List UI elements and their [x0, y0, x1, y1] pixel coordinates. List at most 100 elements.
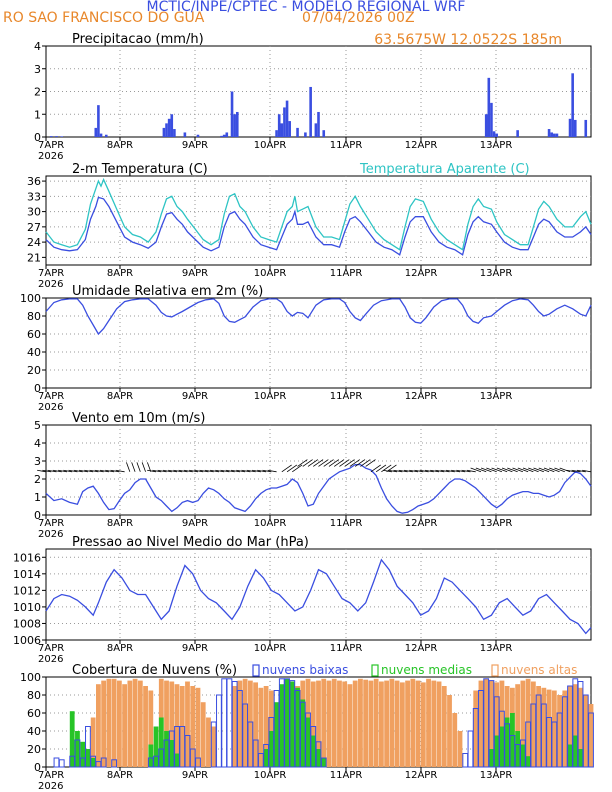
wind-arrow	[230, 469, 240, 473]
x-tick-label: 10APR	[254, 518, 287, 529]
wind-arrow	[522, 467, 534, 473]
cloud-bar-orange	[258, 687, 264, 767]
x-tick-label: 7APR	[38, 643, 64, 654]
legend-swatch	[371, 664, 379, 677]
cloud-bar-green	[174, 753, 180, 767]
wind-arrow	[78, 469, 88, 473]
precip-bar	[317, 111, 320, 137]
wind-arrow	[286, 464, 298, 473]
precip-bar	[230, 91, 234, 137]
y-tick-label: 2	[34, 86, 41, 99]
precip-bar	[555, 133, 559, 137]
precip-bar	[173, 129, 176, 137]
wind-arrow	[386, 464, 397, 473]
cloud-bar-green	[295, 687, 300, 767]
x-tick-label: 13APR	[480, 518, 513, 529]
precip-bar	[94, 127, 98, 137]
wind-arrow	[456, 469, 466, 473]
wind-arrow	[162, 469, 172, 473]
x-tick-label: 8APR	[107, 140, 133, 151]
wind-arrow	[501, 467, 513, 473]
wind-arrow	[491, 467, 503, 473]
cloud-bar-orange	[415, 680, 421, 767]
cloud-bar-green	[164, 731, 169, 767]
precip-bar	[490, 102, 493, 137]
wind-arrow	[528, 467, 539, 473]
series-line-cyan	[45, 177, 592, 251]
precip-bar	[568, 118, 572, 137]
wind-arrow	[382, 469, 392, 473]
cloud-bar-orange	[551, 690, 557, 767]
x-axis-year: 2026	[38, 529, 63, 540]
precip-bar	[584, 119, 588, 137]
cloud-bar-blue	[226, 678, 233, 768]
panel-1	[42, 45, 592, 141]
x-axis-year: 2026	[38, 654, 63, 665]
cloud-bar-orange	[90, 717, 96, 767]
cloud-bar-orange	[132, 678, 138, 767]
cloud-bar-orange	[473, 690, 479, 767]
cloud-bar-orange	[211, 726, 217, 767]
wind-arrow	[58, 469, 68, 473]
wind-arrow	[339, 459, 350, 467]
x-tick-label: 13APR	[480, 643, 513, 654]
wind-arrow	[236, 469, 246, 473]
legend-swatch	[252, 664, 260, 677]
cloud-bar-green	[274, 702, 279, 767]
y-tick-label: 3	[34, 63, 41, 76]
x-axis-year: 2026	[38, 781, 63, 792]
precip-bar	[183, 132, 187, 137]
cloud-bar-orange	[137, 680, 143, 767]
cloud-bar-orange	[483, 678, 489, 767]
cloud-bar-orange	[583, 695, 589, 767]
cloud-bar-green	[494, 735, 500, 767]
legend-label: nuvens altas	[501, 663, 577, 677]
cloud-bar-green	[310, 735, 316, 767]
cloud-bar-blue	[58, 759, 65, 768]
precip-bar	[573, 119, 577, 137]
plot-frame	[45, 297, 592, 389]
cloud-bar-orange	[562, 690, 568, 767]
wind-arrow	[241, 469, 251, 473]
x-tick-label: 12APR	[405, 770, 438, 781]
x-tick-label: 9APR	[182, 770, 208, 781]
cloud-bar-orange	[546, 689, 552, 767]
x-tick-label: 7APR	[38, 770, 64, 781]
wind-arrow	[267, 469, 277, 473]
wind-arrow	[554, 467, 565, 473]
plot-frame	[45, 548, 592, 641]
wind-arrow	[281, 464, 292, 473]
y-tick-label: 100	[20, 671, 41, 684]
wind-arrow	[251, 469, 261, 473]
x-tick-label: 8APR	[107, 518, 133, 529]
cloud-bar-orange	[111, 678, 117, 767]
y-tick-label: 21	[27, 251, 41, 264]
cloud-bar-orange	[567, 686, 573, 767]
cloud-bar-orange	[331, 678, 337, 767]
x-tick-label: 11APR	[330, 770, 363, 781]
wind-arrow	[480, 467, 492, 473]
precip-bar	[104, 134, 108, 137]
y-tick-label: 1016	[13, 551, 41, 564]
wind-arrow	[566, 469, 576, 473]
precip-bar	[165, 123, 168, 137]
precip-bar	[170, 114, 174, 137]
panel-title: Umidade Relativa em 2m (%)	[72, 284, 263, 299]
series-line-blue	[45, 558, 592, 635]
wind-arrow	[466, 469, 476, 473]
cloud-bar-green	[572, 735, 578, 767]
cloud-bar-orange	[557, 695, 562, 767]
x-tick-label: 12APR	[405, 140, 438, 151]
legend-label: Temperatura Aparente (C)	[359, 162, 530, 177]
wind-arrow	[435, 469, 445, 473]
x-tick-label: 8APR	[107, 643, 133, 654]
y-tick-label: 24	[27, 236, 41, 249]
cloud-bar-blue	[111, 759, 118, 768]
wind-arrow	[538, 467, 550, 473]
wind-arrow	[115, 469, 125, 473]
y-tick-label: 20	[27, 743, 41, 756]
cloud-bar-orange	[321, 678, 327, 767]
wind-arrow	[549, 467, 560, 473]
wind-arrow	[576, 469, 586, 473]
